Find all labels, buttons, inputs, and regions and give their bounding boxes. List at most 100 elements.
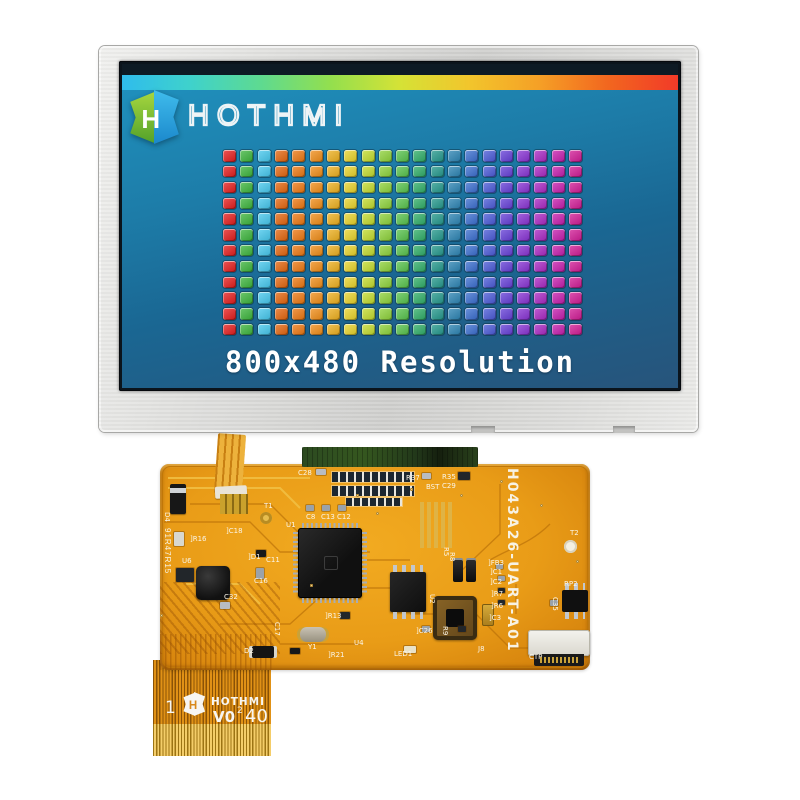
color-swatch [569, 229, 583, 241]
color-swatch [396, 229, 410, 241]
solder-pad-row [332, 472, 414, 482]
color-swatch [378, 292, 392, 304]
solder-pad-row [346, 498, 402, 506]
silkscreen-label: C29 [442, 482, 456, 490]
color-swatch [257, 323, 271, 336]
svg-text:H: H [189, 700, 197, 712]
color-swatch [223, 244, 237, 257]
color-swatch [551, 308, 565, 320]
color-swatch [361, 260, 375, 273]
color-swatch [534, 150, 548, 162]
color-swatch [430, 323, 444, 336]
silkscreen-label: C11 [266, 556, 280, 564]
color-swatch [499, 323, 513, 336]
color-swatch [257, 165, 271, 178]
color-swatch [309, 308, 323, 320]
main-ic-chip [293, 523, 367, 603]
passive-component [458, 626, 466, 632]
led-component [404, 646, 416, 653]
color-swatch [223, 165, 237, 178]
color-swatch [275, 308, 289, 320]
color-swatch [309, 260, 323, 273]
silkscreen-label: D2 [244, 647, 254, 655]
via-dot [576, 560, 579, 563]
color-swatch [309, 165, 323, 178]
color-swatch [534, 165, 548, 178]
color-swatch [378, 276, 392, 289]
color-swatch [257, 181, 271, 194]
color-swatch [448, 197, 461, 210]
color-swatch [569, 244, 583, 257]
color-swatch [344, 244, 358, 257]
color-swatch [396, 165, 410, 178]
color-swatch [517, 276, 531, 289]
color-swatch [396, 150, 410, 162]
fpc-gold-fingers [153, 724, 271, 756]
display-flex-cable [302, 447, 478, 467]
silkscreen-label: C35 [551, 597, 559, 611]
color-swatch [569, 260, 583, 273]
silkscreen-label: ]C18 [226, 527, 243, 535]
color-swatch [361, 276, 375, 289]
color-swatch [551, 292, 565, 304]
silkscreen-label: ]C3 [489, 614, 502, 622]
color-swatch [569, 213, 583, 225]
color-swatch [223, 181, 237, 194]
test-point-t1 [260, 512, 272, 524]
color-swatch [430, 292, 444, 304]
color-swatch [499, 244, 513, 257]
passive-component [322, 505, 330, 511]
color-swatch [465, 260, 479, 273]
passive-component [340, 612, 350, 619]
color-swatch [569, 150, 583, 162]
bezel-notch [613, 426, 635, 433]
color-swatch [430, 260, 444, 273]
color-swatch [534, 308, 548, 320]
color-swatch [275, 229, 289, 241]
diode-d4 [170, 484, 186, 514]
color-swatch [326, 292, 340, 304]
color-swatch [292, 165, 306, 178]
fpc-tail-cable: H 1 HOTHMI V0 2 40 [153, 660, 271, 756]
silkscreen-label: C12 [337, 513, 351, 521]
color-swatch [551, 197, 565, 210]
color-swatch [569, 292, 583, 304]
color-swatch [430, 150, 444, 162]
color-swatch [482, 292, 496, 304]
passive-component [550, 600, 558, 606]
color-swatch [482, 229, 496, 241]
color-swatch [292, 292, 306, 304]
diode-d2 [252, 646, 274, 658]
color-swatch [430, 181, 444, 194]
color-swatch [551, 323, 565, 336]
silkscreen-label: R8 [448, 552, 456, 562]
color-swatch [448, 213, 461, 225]
color-swatch [361, 323, 375, 336]
color-swatch [465, 197, 479, 210]
fpc-version-sup: 2 [237, 706, 243, 716]
solder-pad-row [332, 486, 414, 496]
capacitor [466, 560, 476, 582]
color-swatch [223, 213, 237, 225]
passive-component [174, 532, 184, 546]
color-swatch [396, 323, 410, 336]
color-swatch [551, 150, 565, 162]
silkscreen-label: T1 [264, 502, 273, 510]
color-swatch [517, 260, 531, 273]
color-swatch [344, 308, 358, 320]
fpc-pin-count-label: 40 [245, 706, 268, 727]
color-swatch [292, 308, 306, 320]
color-swatch [275, 276, 289, 289]
color-swatch [499, 181, 513, 194]
ic-legs [565, 583, 585, 590]
color-swatch [413, 323, 427, 336]
color-swatch [499, 260, 513, 273]
color-swatch [517, 197, 531, 210]
color-swatch [223, 229, 237, 241]
ic-legs [393, 612, 423, 619]
via-dot [460, 494, 463, 497]
passive-component [256, 568, 264, 579]
ic-pins [362, 532, 367, 594]
silkscreen-label: ]C26 [416, 627, 433, 635]
passive-component [290, 648, 300, 654]
